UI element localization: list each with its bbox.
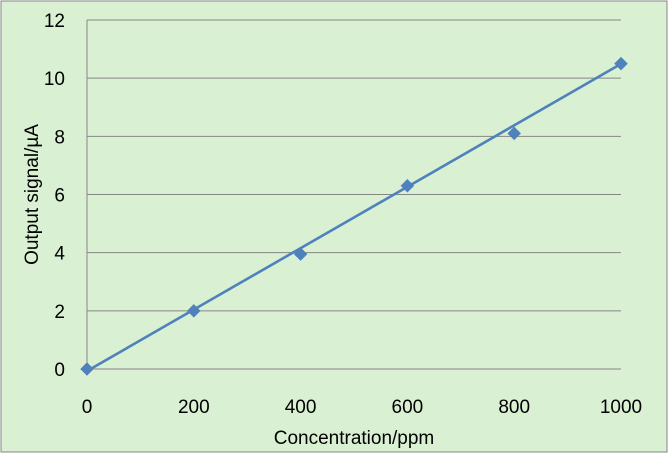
x-tick-label: 600 [392, 397, 424, 418]
trendline [85, 62, 623, 373]
y-axis-title: Output signal/µA [22, 124, 43, 265]
x-tick-label: 0 [82, 397, 93, 418]
data-point [80, 362, 94, 376]
y-tick-label: 10 [44, 69, 65, 90]
x-tick-label: 800 [498, 397, 530, 418]
y-tick-label: 2 [54, 302, 65, 323]
x-tick-label: 200 [178, 397, 210, 418]
x-tick-label: 400 [285, 397, 317, 418]
x-tick-labels: 0 200 400 600 800 1000 [82, 397, 642, 418]
data-point [507, 126, 522, 141]
y-tick-label: 8 [54, 127, 65, 148]
data-points [80, 56, 628, 376]
y-tick-label: 4 [54, 244, 65, 265]
data-point [186, 303, 201, 318]
trendline-group [85, 62, 623, 373]
y-tick-labels: 0 2 4 6 8 10 12 [44, 11, 66, 381]
data-point [400, 178, 415, 193]
y-tick-label: 12 [44, 11, 65, 32]
data-point [293, 247, 308, 261]
data-point [614, 56, 628, 71]
x-axis-title: Concentration/ppm [274, 428, 435, 449]
gridlines [87, 19, 621, 312]
y-tick-label: 0 [54, 360, 65, 381]
y-tick-label: 6 [54, 186, 65, 207]
axes [86, 20, 621, 370]
x-tick-label: 1000 [600, 397, 642, 418]
